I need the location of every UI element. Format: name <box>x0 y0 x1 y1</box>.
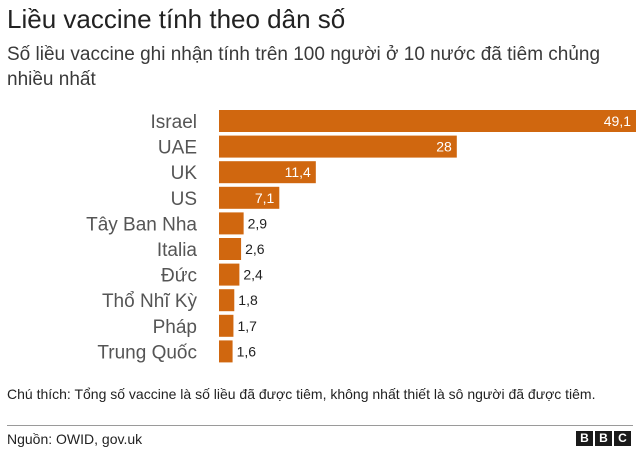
bbc-logo: B B C <box>576 431 631 446</box>
footer-divider <box>7 425 633 426</box>
bar <box>219 161 316 184</box>
category-label: Thổ Nhĩ Kỳ <box>102 291 198 312</box>
category-label: UK <box>171 163 198 184</box>
bbc-logo-letter: C <box>614 431 631 446</box>
value-label: 28 <box>436 139 452 155</box>
value-label: 2,6 <box>245 241 265 257</box>
value-label: 11,4 <box>285 164 311 180</box>
bar <box>219 340 233 363</box>
value-label: 49,1 <box>604 113 631 129</box>
bar <box>219 263 240 286</box>
category-label: Đức <box>161 266 197 287</box>
value-label: 1,8 <box>238 292 258 308</box>
chart-subtitle: Số liều vaccine ghi nhận tính trên 100 n… <box>7 44 601 90</box>
category-label: UAE <box>158 138 197 159</box>
bar-chart: Israel 49,1 UAE 28 UK 11,4 US 7,1 Tây Ban Nha 2,9… <box>86 110 636 363</box>
bar <box>219 289 235 312</box>
bar <box>219 135 457 158</box>
bar <box>219 238 242 260</box>
category-label: Pháp <box>153 317 197 338</box>
bar <box>219 212 244 235</box>
value-label: 1,6 <box>237 343 257 359</box>
bar <box>219 110 636 132</box>
value-label: 2,9 <box>248 215 268 231</box>
bar <box>219 314 234 337</box>
chart-note: Chú thích: Tổng số vaccine là số liều đã… <box>7 386 596 402</box>
bar <box>219 186 280 209</box>
category-label: US <box>171 189 197 210</box>
value-label: 1,7 <box>237 318 257 334</box>
value-label: 2,4 <box>243 267 263 283</box>
category-label: Italia <box>157 240 198 261</box>
value-label: 7,1 <box>255 190 275 206</box>
category-label: Trung Quốc <box>97 342 197 363</box>
source-text: Nguồn: OWID, gov.uk <box>7 431 143 447</box>
category-label: Tây Ban Nha <box>86 214 197 235</box>
bbc-logo-letter: B <box>576 431 593 446</box>
bbc-logo-letter: B <box>595 431 612 446</box>
category-label: Israel <box>151 112 197 133</box>
chart-title: Liều vaccine tính theo dân số <box>7 4 346 34</box>
